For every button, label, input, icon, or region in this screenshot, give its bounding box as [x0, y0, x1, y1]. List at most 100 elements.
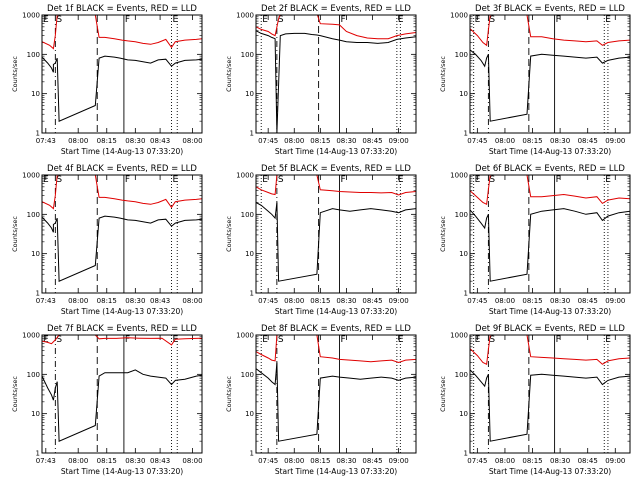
event-marker-label: F	[556, 335, 561, 345]
x-tick-label: 08:43	[150, 137, 170, 145]
events-series-line	[470, 49, 630, 122]
y-tick-label: 100	[241, 51, 254, 59]
panel-title: Det 7f BLACK = Events, RED = LLD	[47, 324, 197, 334]
lld-series-line	[256, 175, 416, 196]
event-marker-label: S	[278, 175, 284, 185]
x-tick-label: 09:00	[605, 297, 625, 305]
y-tick-label: 1	[464, 290, 468, 298]
y-tick-label: 1000	[450, 12, 468, 20]
event-marker-label: E	[43, 175, 49, 185]
event-marker-label: E	[262, 335, 268, 345]
x-tick-label: 08:15	[522, 137, 542, 145]
y-tick-label: 1000	[22, 332, 40, 340]
x-tick-label: 08:15	[522, 297, 542, 305]
plot-frame	[255, 174, 417, 294]
x-tick-label: 09:00	[605, 137, 625, 145]
y-tick-label: 10	[459, 410, 468, 418]
detector-panel: Det 2f BLACK = Events, RED = LLD Counts/s…	[225, 4, 417, 156]
x-tick-label: 09:00	[389, 297, 409, 305]
panel-title: Det 9f BLACK = Events, RED = LLD	[475, 324, 625, 334]
event-marker-label: E	[173, 175, 179, 185]
detector-panel: Det 5f BLACK = Events, RED = LLD Counts/s…	[225, 164, 417, 316]
plot-frame	[41, 334, 203, 454]
x-axis-label: Start Time (14-Aug-13 07:33:20)	[275, 467, 397, 476]
y-axis-label: Counts/sec	[225, 56, 233, 92]
panel-title: Det 8f BLACK = Events, RED = LLD	[261, 324, 411, 334]
y-tick-label: 1	[36, 290, 40, 298]
y-tick-label: 1	[250, 130, 254, 138]
x-tick-label: 08:00	[284, 457, 304, 465]
event-marker-label: E	[475, 335, 481, 345]
panel-title: Det 1f BLACK = Events, RED = LLD	[47, 4, 197, 14]
x-tick-label: 08:30	[550, 457, 570, 465]
y-axis-label: Counts/sec	[11, 216, 19, 252]
y-axis-label: Counts/sec	[11, 376, 19, 412]
y-tick-label: 10	[31, 410, 40, 418]
plot-frame	[469, 334, 631, 454]
y-tick-label: 10	[31, 250, 40, 258]
y-tick-label: 1000	[22, 172, 40, 180]
event-marker-label: E	[173, 15, 179, 25]
events-series-line	[256, 202, 416, 282]
y-tick-label: 1	[464, 130, 468, 138]
y-axis-label: Counts/sec	[225, 376, 233, 412]
events-series-line	[256, 30, 416, 133]
x-tick-label: 09:00	[389, 457, 409, 465]
x-tick-label: 07:43	[36, 457, 56, 465]
y-tick-label: 10	[245, 410, 254, 418]
y-tick-label: 1	[36, 450, 40, 458]
x-tick-label: 08:45	[362, 297, 382, 305]
event-marker-label: E	[398, 15, 404, 25]
detector-panel: Det 1f BLACK = Events, RED = LLD Counts/s…	[11, 4, 203, 156]
y-axis-label: Counts/sec	[225, 216, 233, 252]
y-tick-label: 10	[31, 90, 40, 98]
event-marker-label: S	[56, 15, 62, 25]
event-marker-label: F	[556, 175, 561, 185]
event-marker-label: E	[605, 15, 611, 25]
y-axis-label: Counts/sec	[11, 56, 19, 92]
x-tick-label: 08:43	[150, 457, 170, 465]
lld-series-line	[42, 15, 202, 50]
detector-panel: Det 7f BLACK = Events, RED = LLD Counts/s…	[11, 324, 203, 476]
event-marker-label: S	[489, 335, 495, 345]
x-axis-label: Start Time (14-Aug-13 07:33:20)	[61, 467, 183, 476]
plot-frame	[41, 14, 203, 134]
x-axis-label: Start Time (14-Aug-13 07:33:20)	[275, 307, 397, 316]
lld-series-line	[470, 335, 630, 366]
plot-frame	[255, 14, 417, 134]
y-axis-label: Counts/sec	[439, 376, 447, 412]
y-tick-label: 1000	[450, 332, 468, 340]
x-tick-label: 07:45	[258, 297, 278, 305]
x-tick-label: 08:00	[68, 137, 88, 145]
event-marker-label: S	[489, 175, 495, 185]
y-tick-label: 1000	[450, 172, 468, 180]
x-axis-label: Start Time (14-Aug-13 07:33:20)	[489, 147, 611, 156]
y-tick-label: 100	[241, 371, 254, 379]
detector-panel: Det 6f BLACK = Events, RED = LLD Counts/s…	[439, 164, 631, 316]
event-marker-label: E	[398, 175, 404, 185]
x-tick-label: 08:00	[68, 457, 88, 465]
x-tick-label: 09:00	[389, 137, 409, 145]
lld-series-line	[470, 15, 630, 47]
event-marker-label: S	[278, 15, 284, 25]
events-series-line	[470, 369, 630, 442]
plot-frame	[469, 174, 631, 294]
plot-frame	[41, 174, 203, 294]
x-tick-label: 08:30	[125, 457, 145, 465]
event-marker-label: E	[605, 175, 611, 185]
event-marker-label: E	[475, 175, 481, 185]
y-tick-label: 1000	[236, 12, 254, 20]
x-tick-label: 07:45	[467, 457, 487, 465]
event-marker-label: F	[556, 15, 561, 25]
event-marker-label: E	[605, 335, 611, 345]
y-tick-label: 100	[27, 211, 40, 219]
y-axis-label: Counts/sec	[439, 56, 447, 92]
x-tick-label: 07:45	[258, 457, 278, 465]
y-tick-label: 10	[245, 250, 254, 258]
x-tick-label: 08:00	[182, 297, 202, 305]
x-tick-label: 09:00	[605, 457, 625, 465]
x-tick-label: 08:00	[182, 457, 202, 465]
x-tick-label: 07:43	[36, 137, 56, 145]
y-tick-label: 100	[455, 51, 468, 59]
